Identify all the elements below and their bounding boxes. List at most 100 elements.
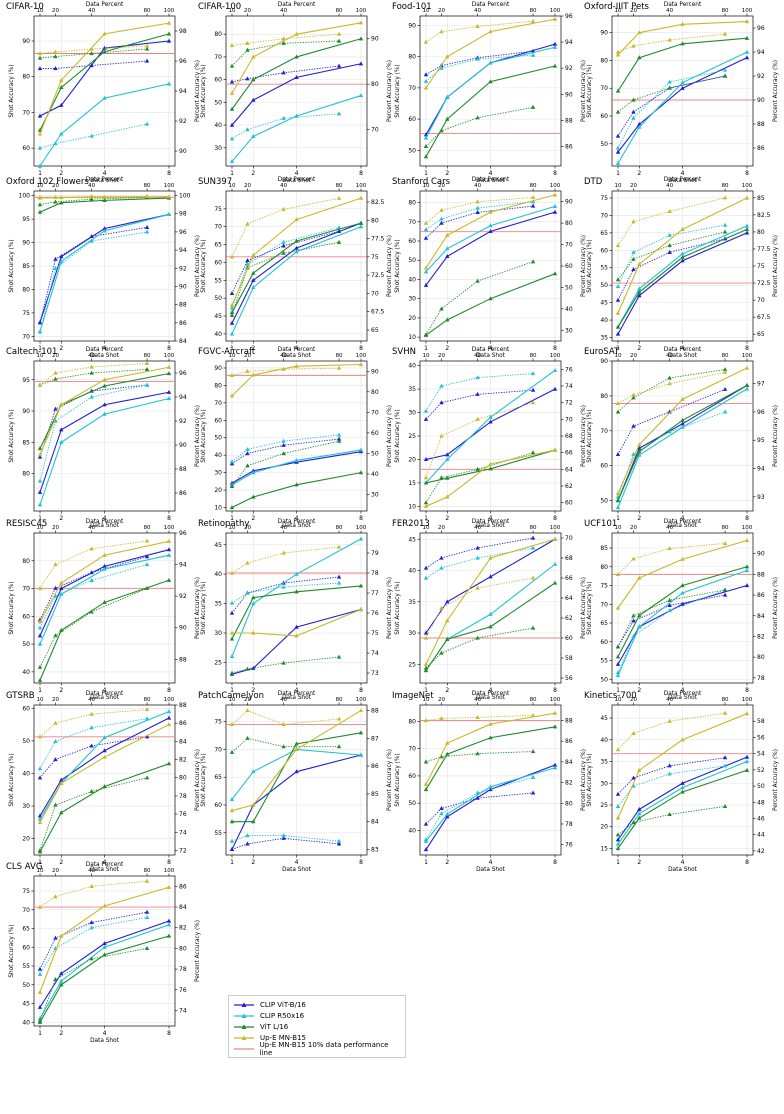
y-tick-label: 55 bbox=[22, 963, 30, 970]
series-shot-line-clip-r50x16 bbox=[39, 83, 170, 167]
x-tick-label: 2 bbox=[251, 859, 255, 866]
percent-point-vit-l-16 bbox=[722, 803, 728, 808]
x-axis-label: Data Shot bbox=[668, 353, 698, 359]
x-top-tick-label: 10 bbox=[229, 353, 236, 359]
subplot-title: CLS AVG bbox=[6, 862, 42, 872]
y-right-tick-label: 74 bbox=[565, 383, 573, 390]
percent-point-clip-vit-b-16 bbox=[615, 451, 621, 456]
shot-point-vit-l-16 bbox=[166, 31, 172, 36]
percent-point-up-e-mn-b15 bbox=[281, 550, 286, 555]
shot-point-clip-r50x16 bbox=[680, 785, 685, 790]
shot-point-up-e-mn-b15 bbox=[358, 20, 364, 25]
x-tick-label: 8 bbox=[167, 515, 171, 522]
subplot-title: SVHN bbox=[392, 347, 416, 357]
x-tick-label: 4 bbox=[103, 1030, 107, 1037]
y-right-tick-label: 87 bbox=[371, 735, 379, 742]
x-top-axis-label: Data Percent bbox=[278, 347, 316, 353]
x-top-tick-label: 20 bbox=[438, 697, 445, 703]
y-right-tick-label: 46 bbox=[757, 816, 765, 823]
subplot-cifar-10: CIFAR-10 1 2 4 8 Data Shot 10 20 40 80 100 Data Per… bbox=[6, 2, 201, 184]
shot-point-up-e-mn-b15 bbox=[744, 538, 750, 543]
percent-point-vit-l-16 bbox=[631, 256, 636, 261]
percent-point-clip-vit-b-16 bbox=[89, 743, 94, 748]
shot-point-vit-l-16 bbox=[358, 470, 364, 475]
y-right-axis-label: Percent Accuracy (%) bbox=[581, 235, 587, 297]
subplot-title: CIFAR-100 bbox=[198, 2, 241, 12]
percent-point-clip-vit-b-16 bbox=[615, 297, 621, 302]
shot-point-vit-l-16 bbox=[680, 583, 685, 588]
y-right-tick-label: 58 bbox=[565, 655, 573, 662]
x-top-tick-label: 20 bbox=[244, 8, 251, 14]
x-tick-label: 1 bbox=[616, 859, 620, 866]
percent-point-clip-vit-b-16 bbox=[336, 841, 342, 846]
percent-point-clip-vit-b-16 bbox=[439, 555, 444, 560]
subplot-dtd: DTD 1 2 4 8 Data Shot 10 20 40 80 100 Data Percent 3… bbox=[584, 177, 779, 359]
percent-point-up-e-mn-b15 bbox=[530, 195, 536, 200]
series-percent-line-clip-r50x16 bbox=[617, 69, 726, 149]
percent-point-up-e-mn-b15 bbox=[423, 39, 429, 44]
series-shot-line-vit-l-16 bbox=[231, 38, 362, 110]
shot-point-vit-l-16 bbox=[445, 317, 450, 322]
series-shot-line-up-e-mn-b15 bbox=[39, 196, 170, 199]
subplot-title: Retinopathy bbox=[198, 519, 249, 529]
shot-point-clip-r50x16 bbox=[637, 624, 642, 629]
legend-swatch bbox=[234, 1012, 254, 1018]
y-tick-label: 50 bbox=[600, 282, 608, 289]
y-tick-label: 60 bbox=[600, 247, 608, 254]
shot-point-vit-l-16 bbox=[294, 54, 299, 59]
y-axis-label: Shot Accuracy (%) bbox=[201, 409, 207, 462]
shot-point-up-e-mn-b15 bbox=[37, 452, 43, 457]
percent-point-vit-l-16 bbox=[615, 409, 621, 414]
x-top-tick-label: 20 bbox=[52, 697, 59, 703]
y-right-tick-label: 86 bbox=[757, 145, 765, 152]
shot-point-clip-r50x16 bbox=[445, 94, 450, 99]
percent-point-clip-vit-b-16 bbox=[229, 610, 235, 615]
percent-point-clip-vit-b-16 bbox=[530, 203, 536, 208]
y-axis-label: Shot Accuracy (%) bbox=[587, 581, 593, 634]
y-right-tick-label: 100 bbox=[179, 193, 191, 200]
shot-point-clip-vit-b-16 bbox=[294, 245, 299, 250]
shot-point-clip-vit-b-16 bbox=[488, 228, 493, 233]
y-right-tick-label: 96 bbox=[757, 25, 765, 32]
percent-point-up-e-mn-b15 bbox=[89, 546, 94, 551]
shot-point-vit-l-16 bbox=[615, 88, 621, 93]
y-right-tick-label: 72.5 bbox=[757, 280, 771, 287]
series-percent-line-clip-r50x16 bbox=[39, 916, 148, 975]
x-axis-label: Data Shot bbox=[90, 178, 120, 184]
series-percent-line-up-e-mn-b15 bbox=[617, 33, 726, 53]
legend-item-vit-l-16: ViT L/16 bbox=[233, 1021, 401, 1032]
percent-point-up-e-mn-b15 bbox=[530, 18, 536, 23]
shot-point-clip-r50x16 bbox=[488, 414, 493, 419]
y-right-tick-label: 50 bbox=[757, 783, 765, 790]
shot-point-up-e-mn-b15 bbox=[423, 503, 429, 508]
x-tick-label: 4 bbox=[295, 859, 299, 866]
shot-point-vit-l-16 bbox=[102, 952, 107, 957]
series-percent-line-clip-r50x16 bbox=[425, 547, 534, 579]
y-right-tick-label: 86 bbox=[179, 320, 187, 327]
shot-point-clip-vit-b-16 bbox=[423, 282, 429, 287]
x-tick-label: 8 bbox=[359, 687, 363, 694]
series-shot-line-vit-l-16 bbox=[617, 566, 748, 658]
shot-point-clip-r50x16 bbox=[488, 223, 493, 228]
percent-point-vit-l-16 bbox=[53, 633, 58, 638]
series-percent-line-up-e-mn-b15 bbox=[425, 402, 534, 478]
series-shot-line-up-e-mn-b15 bbox=[617, 539, 748, 609]
percent-point-clip-r50x16 bbox=[423, 575, 429, 580]
percent-point-up-e-mn-b15 bbox=[423, 220, 429, 225]
shot-point-clip-r50x16 bbox=[166, 396, 172, 401]
x-top-tick-label: 10 bbox=[615, 697, 622, 703]
shot-point-clip-r50x16 bbox=[680, 251, 685, 256]
series-shot-line-clip-vit-b-16 bbox=[39, 549, 170, 637]
shot-point-up-e-mn-b15 bbox=[637, 767, 642, 772]
percent-point-clip-r50x16 bbox=[423, 408, 429, 413]
percent-point-clip-vit-b-16 bbox=[53, 406, 58, 411]
y-tick-label: 45 bbox=[214, 542, 222, 549]
y-right-tick-label: 90 bbox=[371, 368, 379, 375]
x-tick-label: 8 bbox=[745, 859, 749, 866]
shot-point-clip-r50x16 bbox=[229, 797, 235, 802]
x-tick-label: 4 bbox=[681, 170, 685, 177]
shot-point-vit-l-16 bbox=[423, 668, 429, 673]
shot-point-clip-vit-b-16 bbox=[423, 457, 429, 462]
series-percent-line-vit-l-16 bbox=[425, 452, 534, 503]
